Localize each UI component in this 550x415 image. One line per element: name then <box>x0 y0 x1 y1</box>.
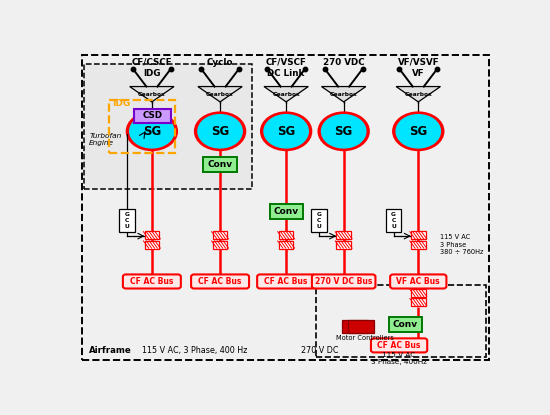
Text: Conv: Conv <box>273 207 299 216</box>
FancyBboxPatch shape <box>257 274 315 288</box>
Text: Motor Controllers: Motor Controllers <box>336 335 394 341</box>
FancyBboxPatch shape <box>279 231 293 239</box>
Polygon shape <box>198 87 242 102</box>
Text: CF/CSCF
IDG: CF/CSCF IDG <box>131 58 172 78</box>
Text: 115 V AC, 3 Phase, 400 Hz: 115 V AC, 3 Phase, 400 Hz <box>142 346 247 355</box>
FancyBboxPatch shape <box>81 55 488 360</box>
FancyBboxPatch shape <box>191 274 249 288</box>
Text: Conv: Conv <box>207 160 233 169</box>
FancyBboxPatch shape <box>337 241 351 249</box>
FancyBboxPatch shape <box>145 231 159 239</box>
FancyBboxPatch shape <box>371 338 427 352</box>
FancyBboxPatch shape <box>411 231 426 239</box>
Circle shape <box>318 112 369 150</box>
Text: 270 V DC Bus: 270 V DC Bus <box>315 277 372 286</box>
Text: G
C
U: G C U <box>316 212 321 229</box>
Text: SG: SG <box>211 125 229 138</box>
Text: G
C
U: G C U <box>125 212 130 229</box>
Text: Airframe: Airframe <box>89 346 132 355</box>
FancyBboxPatch shape <box>145 241 159 249</box>
Circle shape <box>396 115 441 148</box>
Text: SG: SG <box>334 125 353 138</box>
Circle shape <box>264 115 309 148</box>
FancyBboxPatch shape <box>270 204 302 219</box>
Text: Cyclo: Cyclo <box>207 58 233 67</box>
Text: CSD: CSD <box>142 112 162 120</box>
Text: SG: SG <box>143 125 161 138</box>
Text: SG: SG <box>409 125 427 138</box>
Text: CF/VSCF
DC Link: CF/VSCF DC Link <box>266 58 306 78</box>
Text: SG: SG <box>277 125 295 138</box>
FancyBboxPatch shape <box>343 320 368 333</box>
Text: 270 V DC: 270 V DC <box>301 346 339 355</box>
Text: Gearbox: Gearbox <box>272 93 300 98</box>
Circle shape <box>393 112 443 150</box>
Text: IDG: IDG <box>112 99 130 108</box>
FancyBboxPatch shape <box>213 231 227 239</box>
FancyBboxPatch shape <box>84 64 252 189</box>
FancyBboxPatch shape <box>311 209 327 232</box>
Text: VF AC Bus: VF AC Bus <box>397 277 440 286</box>
Text: CF AC Bus: CF AC Bus <box>199 277 242 286</box>
FancyBboxPatch shape <box>279 241 293 249</box>
FancyBboxPatch shape <box>312 274 376 288</box>
Circle shape <box>322 115 366 148</box>
Text: CF AC Bus: CF AC Bus <box>265 277 308 286</box>
FancyBboxPatch shape <box>411 241 426 249</box>
Circle shape <box>198 115 242 148</box>
Text: Gearbox: Gearbox <box>330 93 358 98</box>
Circle shape <box>130 115 174 148</box>
Text: 270 VDC: 270 VDC <box>323 58 365 67</box>
FancyBboxPatch shape <box>337 231 351 239</box>
Circle shape <box>126 112 177 150</box>
Text: Turbofan
Engine: Turbofan Engine <box>89 132 122 146</box>
FancyBboxPatch shape <box>411 289 426 297</box>
Text: Gearbox: Gearbox <box>206 93 234 98</box>
FancyBboxPatch shape <box>390 274 447 288</box>
Circle shape <box>195 112 245 150</box>
FancyBboxPatch shape <box>119 209 135 232</box>
Polygon shape <box>396 87 441 102</box>
FancyBboxPatch shape <box>389 317 422 332</box>
FancyBboxPatch shape <box>134 109 171 123</box>
Text: Gearbox: Gearbox <box>138 93 166 98</box>
Circle shape <box>261 112 311 150</box>
Text: G
C
U: G C U <box>391 212 396 229</box>
Text: CF AC Bus: CF AC Bus <box>377 341 421 350</box>
Polygon shape <box>264 87 309 102</box>
Text: VF/VSVF
VF: VF/VSVF VF <box>398 58 439 78</box>
FancyBboxPatch shape <box>123 274 181 288</box>
Text: CF AC Bus: CF AC Bus <box>130 277 174 286</box>
FancyBboxPatch shape <box>386 209 401 232</box>
Polygon shape <box>130 87 174 102</box>
FancyBboxPatch shape <box>348 320 374 333</box>
Text: Gearbox: Gearbox <box>404 93 432 98</box>
Text: 115 V AC
3 Phase
380 ÷ 760Hz: 115 V AC 3 Phase 380 ÷ 760Hz <box>439 234 483 255</box>
Polygon shape <box>322 87 366 102</box>
FancyBboxPatch shape <box>213 241 227 249</box>
FancyBboxPatch shape <box>204 157 236 172</box>
FancyBboxPatch shape <box>411 298 426 306</box>
Text: 115 V AC
3 Phase, 400Hz: 115 V AC 3 Phase, 400Hz <box>371 352 427 365</box>
FancyBboxPatch shape <box>316 285 486 356</box>
Text: Conv: Conv <box>393 320 418 329</box>
